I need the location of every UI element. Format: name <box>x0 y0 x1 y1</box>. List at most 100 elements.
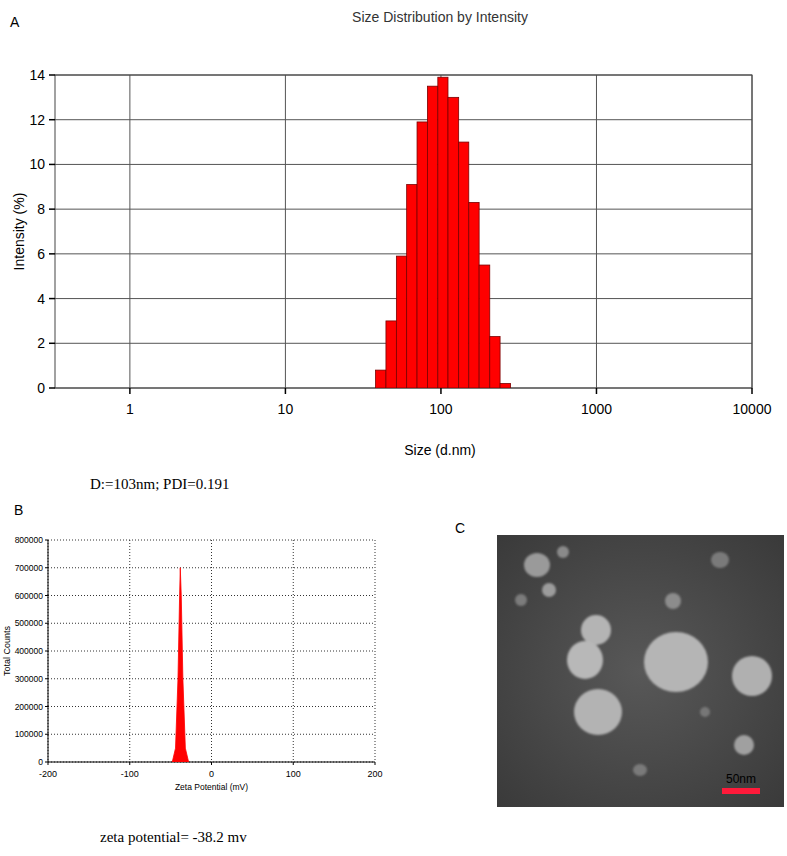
zeta-peak <box>172 568 188 762</box>
tick-label: 600000 <box>15 591 44 601</box>
grid-line <box>55 164 752 165</box>
particle <box>515 594 527 606</box>
grid-line <box>293 540 294 762</box>
tick <box>45 595 48 596</box>
grid-line <box>48 706 375 707</box>
tick <box>49 387 55 389</box>
tick <box>48 762 49 765</box>
tick <box>285 388 287 394</box>
tick-label: -200 <box>39 769 57 779</box>
bar <box>459 142 469 388</box>
tick <box>49 253 55 255</box>
particle <box>665 593 681 609</box>
tick <box>49 119 55 121</box>
tick <box>129 388 131 394</box>
tick-label: 1000 <box>581 401 612 417</box>
particle <box>557 546 569 558</box>
particle <box>574 689 622 735</box>
bar <box>490 337 500 388</box>
tick-label: 12 <box>29 112 45 128</box>
tick-label: 400000 <box>15 646 44 656</box>
tick-label: 4 <box>37 291 45 307</box>
particle <box>524 553 550 577</box>
particle <box>644 632 708 692</box>
tick <box>45 651 48 652</box>
peak-group <box>172 568 188 762</box>
grid-line <box>48 623 375 624</box>
axis-label: Zeta Potential (mV) <box>175 782 248 792</box>
bar <box>438 77 448 388</box>
particle <box>567 641 603 679</box>
grid-line <box>211 540 212 762</box>
bar <box>417 122 427 388</box>
grid-line <box>48 734 375 735</box>
tick-label: -100 <box>121 769 139 779</box>
particle <box>581 615 611 645</box>
axis-label: Total Counts <box>2 625 12 676</box>
panel-label: B <box>14 502 23 518</box>
tick-label: 700000 <box>15 563 44 573</box>
axis-label: Intensity (%) <box>11 193 27 271</box>
grid-line <box>596 75 597 388</box>
bar <box>376 370 386 388</box>
tick <box>49 298 55 300</box>
bar <box>479 265 490 388</box>
figure: ABCSize Distribution by Intensity0246810… <box>0 0 787 856</box>
image-background <box>497 535 784 807</box>
tick-label: 100 <box>286 769 301 779</box>
tick-label: 300000 <box>15 674 44 684</box>
grid-line <box>285 75 286 388</box>
tick-label: 500000 <box>15 618 44 628</box>
scale-bar <box>722 788 760 794</box>
chart-title: Size Distribution by Intensity <box>352 9 528 25</box>
bars <box>376 77 511 388</box>
tick-label: 2 <box>37 335 45 351</box>
tick-label: 0 <box>37 380 45 396</box>
bar <box>407 185 417 388</box>
grid-line <box>48 595 375 596</box>
tick <box>45 567 48 568</box>
particle <box>700 707 710 717</box>
tick <box>751 388 753 394</box>
tick <box>45 734 48 735</box>
tick-label: 800000 <box>15 535 44 545</box>
plot-frame <box>55 75 752 388</box>
tick <box>45 706 48 707</box>
bar <box>469 202 479 388</box>
grid-line <box>55 119 752 120</box>
tick-label: 100 <box>429 401 453 417</box>
tick-label: 0 <box>38 757 43 767</box>
tick <box>49 164 55 166</box>
tick <box>596 388 598 394</box>
grid-line <box>55 209 752 210</box>
tick <box>211 762 212 765</box>
panel-label: A <box>10 14 20 30</box>
tick-label: 0 <box>209 769 214 779</box>
particle <box>711 552 729 568</box>
bar <box>396 256 406 388</box>
tick <box>45 623 48 624</box>
tick <box>49 74 55 76</box>
tick <box>293 762 294 765</box>
bar <box>448 97 459 388</box>
tick-label: 100000 <box>15 729 44 739</box>
panel-label: C <box>455 520 465 536</box>
particle <box>732 656 772 696</box>
tick <box>49 343 55 345</box>
tick-label: 200000 <box>15 702 44 712</box>
bar <box>386 321 396 388</box>
tick-label: 200 <box>367 769 382 779</box>
tick <box>49 208 55 210</box>
tick-label: 10000 <box>733 401 772 417</box>
tick-label: 10 <box>29 156 45 172</box>
tick <box>129 762 130 765</box>
tick <box>440 388 442 394</box>
bar <box>500 384 510 388</box>
annotation: zeta potential= -38.2 mv <box>100 829 247 845</box>
grid-line <box>55 253 752 254</box>
grid-line <box>129 540 130 762</box>
grid-line <box>375 540 376 762</box>
tick-label: 10 <box>278 401 294 417</box>
particle <box>734 735 754 755</box>
tick-label: 14 <box>29 67 45 83</box>
